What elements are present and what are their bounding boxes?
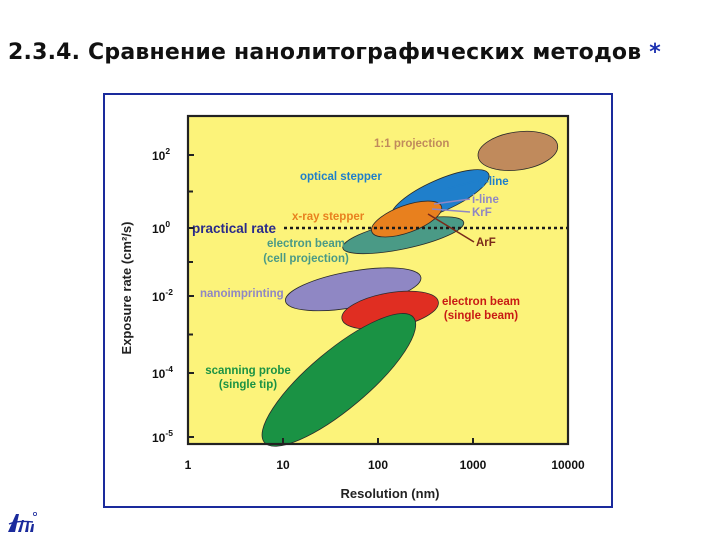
x-tick-label: 10000: [551, 458, 585, 472]
y-tick-label: 10-4: [152, 364, 173, 381]
label-x-ray-stepper: x-ray stepper: [292, 211, 365, 223]
y-tick-label: 10-5: [152, 428, 173, 445]
practical-rate-label: practical rate: [192, 221, 277, 236]
y-tick-label: 102: [152, 146, 170, 163]
label-electron-beam-single-line2: (single beam): [444, 310, 518, 322]
label-scanning-probe-line1: scanning probe: [205, 365, 291, 377]
krf-label: KrF: [472, 207, 492, 219]
x-axis-title: Resolution (nm): [341, 486, 440, 501]
y-tick-label: 10-2: [152, 287, 173, 304]
x-tick-label: 1000: [460, 458, 487, 472]
i-line-label: i-line: [472, 194, 499, 206]
g-line-label: g-line: [478, 176, 509, 188]
label-optical-stepper: optical stepper: [300, 171, 382, 183]
label-electron-beam-single-line1: electron beam: [442, 296, 520, 308]
arf-label: ArF: [476, 237, 496, 249]
label-scanning-probe-line2: (single tip): [219, 379, 277, 391]
y-tick-label: 100: [152, 219, 170, 236]
x-tick-label: 100: [368, 458, 388, 472]
x-tick-label: 10: [276, 458, 290, 472]
label-nanoimprinting: nanoimprinting: [200, 288, 284, 300]
label-electron-beam-cell-line2: (cell projection): [263, 253, 349, 265]
label-1-1-projection: 1:1 projection: [374, 138, 449, 150]
label-electron-beam-cell-line1: electron beam: [267, 238, 345, 250]
x-tick-label: 1: [185, 458, 192, 472]
institute-logo: [6, 508, 40, 534]
y-axis-title: Exposure rate (cm²/s): [119, 222, 134, 355]
